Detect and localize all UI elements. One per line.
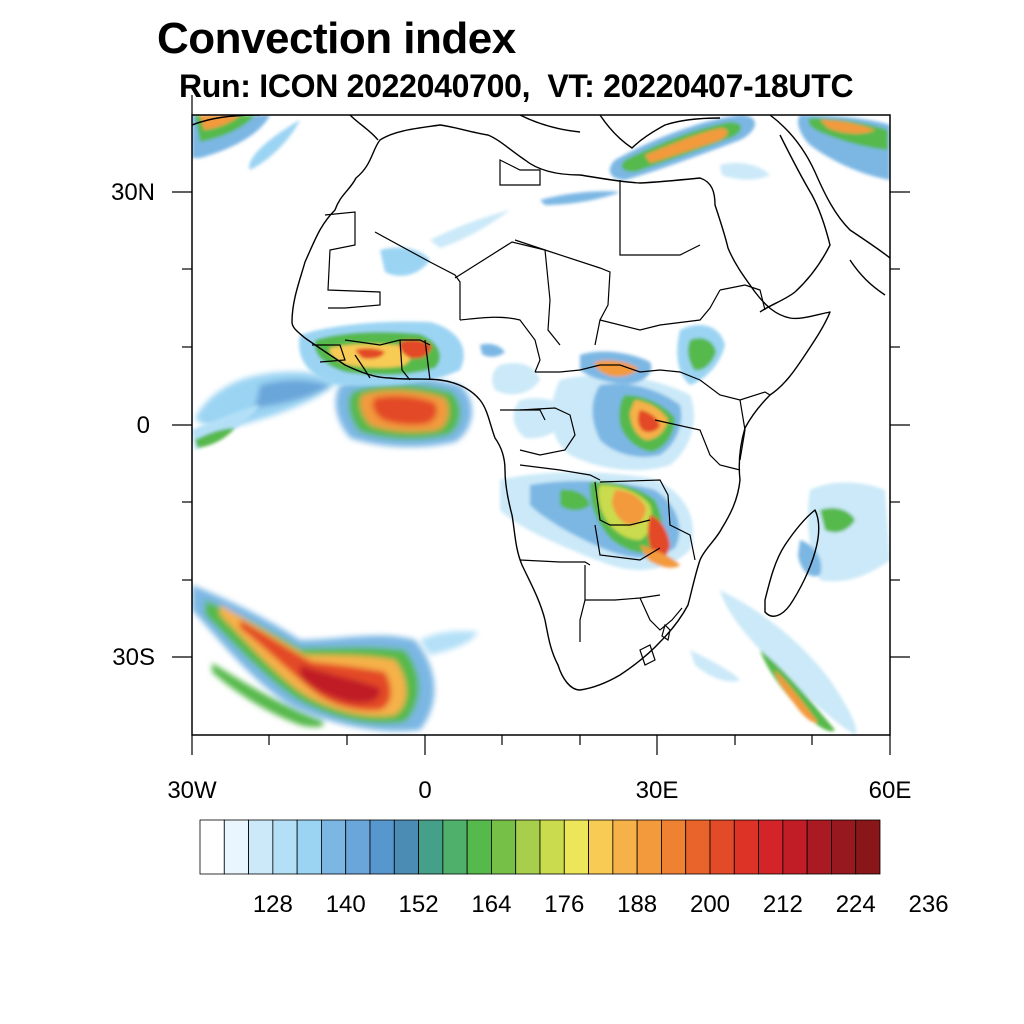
europe-coast [192,115,721,149]
chart-title: Convection index [157,14,516,63]
colorbar-swatch [248,819,274,875]
lon-tick-0: 0 [418,777,431,804]
colorbar-swatch [321,819,347,875]
storm-gulf-of-guinea [195,371,472,447]
colorbar-labels: 128 140 152 164 176 188 200 212 224 236 [253,891,949,918]
lon-tick-30w: 30W [167,777,217,804]
colorbar-swatch [272,819,298,875]
colorbar-swatch [345,819,371,875]
colorbar-label: 128 [253,891,293,918]
colorbar-swatch [491,819,517,875]
lon-tick-30e: 30E [636,777,679,804]
arabia-coast [759,115,890,313]
colorbar-swatch [393,819,419,875]
axis-ticks [172,95,910,755]
lat-tick-30s: 30S [112,644,155,671]
storm-indian-ocean [690,482,890,735]
lat-tick-30n: 30N [111,179,155,206]
storm-south-atlantic [192,585,478,732]
colorbar-swatch [588,819,614,875]
colorbar-label: 200 [690,891,730,918]
lat-tick-0: 0 [137,412,150,439]
chart-subtitle: Run: ICON 2022040700, VT: 20220407-18UTC [179,68,854,104]
colorbar-swatch [199,819,225,875]
storm-north-east [540,115,890,205]
lon-tick-60e: 60E [869,777,912,804]
colorbar-swatch [733,819,759,875]
colorbar-swatch [782,819,808,875]
colorbar-label: 164 [471,891,511,918]
colorbar-swatch [442,819,468,875]
colorbar-swatch [855,819,881,875]
africa-coast [291,124,831,691]
colorbar-swatch [296,819,322,875]
colorbar-swatch [685,819,711,875]
colorbar [199,819,881,875]
colorbar-label: 212 [763,891,803,918]
convection-field [192,115,890,735]
colorbar-label: 236 [909,891,949,918]
colorbar-label: 152 [399,891,439,918]
colorbar-swatch [563,819,589,875]
colorbar-swatch [223,819,249,875]
colorbar-swatch [369,819,395,875]
colorbar-swatch [831,819,857,875]
colorbar-swatch [612,819,638,875]
colorbar-swatch [466,819,492,875]
madagascar-coast [764,509,820,617]
colorbar-swatch [539,819,565,875]
colorbar-swatch [709,819,735,875]
coastlines [192,115,890,691]
colorbar-swatch [418,819,444,875]
colorbar-swatch [661,819,687,875]
colorbar-label: 176 [544,891,584,918]
country-borders [312,159,771,666]
colorbar-label: 188 [617,891,657,918]
storm-west-africa [299,321,540,395]
colorbar-label: 140 [326,891,366,918]
colorbar-swatch [515,819,541,875]
storm-southern-africa [500,472,694,570]
storm-central-africa [513,325,725,471]
colorbar-swatch [806,819,832,875]
colorbar-swatch [636,819,662,875]
colorbar-label: 224 [836,891,876,918]
colorbar-swatch [758,819,784,875]
